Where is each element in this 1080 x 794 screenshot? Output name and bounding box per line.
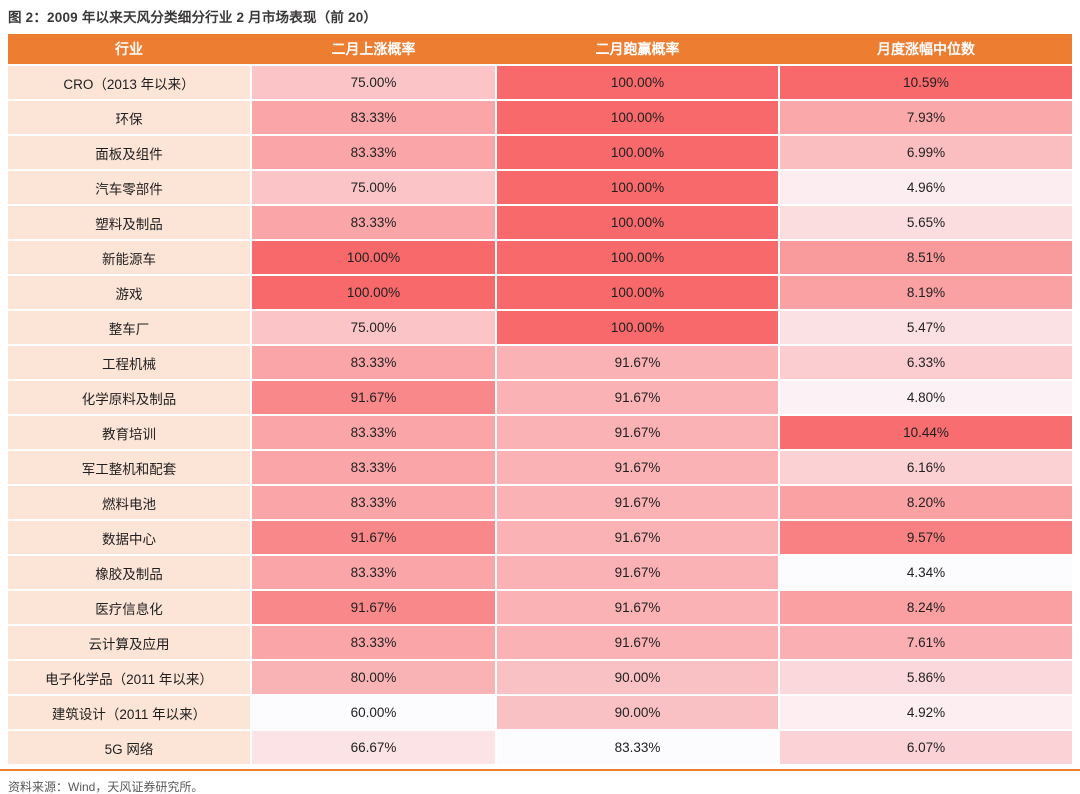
bottom-accent-line	[0, 769, 1080, 771]
outperform-probability-cell: 91.67%	[497, 416, 778, 449]
table-body: CRO（2013 年以来） 75.00% 100.00% 10.59% 环保 83.33%…	[8, 66, 1072, 764]
median-gain-cell: 10.44%	[780, 416, 1072, 449]
median-gain-cell: 6.07%	[780, 731, 1072, 764]
figure-title: 图 2：2009 年以来天风分类细分行业 2 月市场表现（前 20）	[8, 10, 378, 25]
outperform-probability-cell: 91.67%	[497, 626, 778, 659]
median-gain-cell: 5.65%	[780, 206, 1072, 239]
outperform-probability-cell: 100.00%	[497, 276, 778, 309]
median-gain-cell: 4.80%	[780, 381, 1072, 414]
figure-container: 图 2：2009 年以来天风分类细分行业 2 月市场表现（前 20） 行业 二月…	[0, 6, 1080, 794]
median-gain-cell: 7.93%	[780, 101, 1072, 134]
industry-cell: 军工整机和配套	[8, 451, 250, 484]
rise-probability-cell: 75.00%	[252, 311, 495, 344]
column-header-rise-probability: 二月上涨概率	[252, 34, 495, 64]
outperform-probability-cell: 100.00%	[497, 66, 778, 99]
outperform-probability-cell: 90.00%	[497, 661, 778, 694]
rise-probability-cell: 83.33%	[252, 136, 495, 169]
source-note: 资料来源：Wind，天风证券研究所。	[8, 780, 204, 794]
rise-probability-cell: 83.33%	[252, 206, 495, 239]
outperform-probability-cell: 100.00%	[497, 311, 778, 344]
industry-cell: 环保	[8, 101, 250, 134]
median-gain-cell: 9.57%	[780, 521, 1072, 554]
outperform-probability-cell: 100.00%	[497, 206, 778, 239]
rise-probability-cell: 83.33%	[252, 626, 495, 659]
rise-probability-cell: 100.00%	[252, 276, 495, 309]
industry-cell: 工程机械	[8, 346, 250, 379]
median-gain-cell: 4.92%	[780, 696, 1072, 729]
industry-cell: 云计算及应用	[8, 626, 250, 659]
outperform-probability-cell: 91.67%	[497, 346, 778, 379]
industry-cell: 新能源车	[8, 241, 250, 274]
market-performance-table: 行业 二月上涨概率 二月跑赢概率 月度涨幅中位数 CRO（2013 年以来） 75…	[8, 34, 1072, 764]
median-gain-cell: 8.20%	[780, 486, 1072, 519]
median-gain-cell: 4.96%	[780, 171, 1072, 204]
industry-cell: 塑料及制品	[8, 206, 250, 239]
industry-cell: 橡胶及制品	[8, 556, 250, 589]
rise-probability-cell: 91.67%	[252, 521, 495, 554]
median-gain-cell: 5.47%	[780, 311, 1072, 344]
median-gain-cell: 6.99%	[780, 136, 1072, 169]
industry-cell: 教育培训	[8, 416, 250, 449]
outperform-probability-cell: 83.33%	[497, 731, 778, 764]
rise-probability-cell: 83.33%	[252, 101, 495, 134]
industry-cell: 建筑设计（2011 年以来）	[8, 696, 250, 729]
outperform-probability-cell: 91.67%	[497, 381, 778, 414]
rise-probability-cell: 91.67%	[252, 591, 495, 624]
rise-probability-cell: 83.33%	[252, 416, 495, 449]
industry-cell: 整车厂	[8, 311, 250, 344]
rise-probability-cell: 80.00%	[252, 661, 495, 694]
median-gain-cell: 8.24%	[780, 591, 1072, 624]
median-gain-cell: 8.51%	[780, 241, 1072, 274]
rise-probability-cell: 60.00%	[252, 696, 495, 729]
industry-cell: 游戏	[8, 276, 250, 309]
industry-cell: 医疗信息化	[8, 591, 250, 624]
industry-cell: 化学原料及制品	[8, 381, 250, 414]
industry-cell: 汽车零部件	[8, 171, 250, 204]
industry-cell: 数据中心	[8, 521, 250, 554]
rise-probability-cell: 83.33%	[252, 486, 495, 519]
rise-probability-cell: 83.33%	[252, 346, 495, 379]
industry-cell: 5G 网络	[8, 731, 250, 764]
column-header-outperform-probability: 二月跑赢概率	[497, 34, 778, 64]
table-header: 行业 二月上涨概率 二月跑赢概率 月度涨幅中位数	[8, 34, 1072, 64]
outperform-probability-cell: 91.67%	[497, 451, 778, 484]
rise-probability-cell: 83.33%	[252, 451, 495, 484]
industry-cell: CRO（2013 年以来）	[8, 66, 250, 99]
median-gain-cell: 7.61%	[780, 626, 1072, 659]
rise-probability-cell: 75.00%	[252, 66, 495, 99]
industry-cell: 面板及组件	[8, 136, 250, 169]
median-gain-cell: 5.86%	[780, 661, 1072, 694]
outperform-probability-cell: 100.00%	[497, 241, 778, 274]
median-gain-cell: 10.59%	[780, 66, 1072, 99]
rise-probability-cell: 66.67%	[252, 731, 495, 764]
rise-probability-cell: 75.00%	[252, 171, 495, 204]
column-header-median-gain: 月度涨幅中位数	[780, 34, 1072, 64]
median-gain-cell: 4.34%	[780, 556, 1072, 589]
industry-cell: 燃料电池	[8, 486, 250, 519]
outperform-probability-cell: 91.67%	[497, 591, 778, 624]
industry-cell: 电子化学品（2011 年以来）	[8, 661, 250, 694]
rise-probability-cell: 91.67%	[252, 381, 495, 414]
median-gain-cell: 6.33%	[780, 346, 1072, 379]
outperform-probability-cell: 91.67%	[497, 486, 778, 519]
outperform-probability-cell: 100.00%	[497, 171, 778, 204]
outperform-probability-cell: 100.00%	[497, 101, 778, 134]
rise-probability-cell: 83.33%	[252, 556, 495, 589]
column-header-industry: 行业	[8, 34, 250, 64]
outperform-probability-cell: 90.00%	[497, 696, 778, 729]
rise-probability-cell: 100.00%	[252, 241, 495, 274]
median-gain-cell: 8.19%	[780, 276, 1072, 309]
median-gain-cell: 6.16%	[780, 451, 1072, 484]
outperform-probability-cell: 91.67%	[497, 521, 778, 554]
outperform-probability-cell: 100.00%	[497, 136, 778, 169]
outperform-probability-cell: 91.67%	[497, 556, 778, 589]
